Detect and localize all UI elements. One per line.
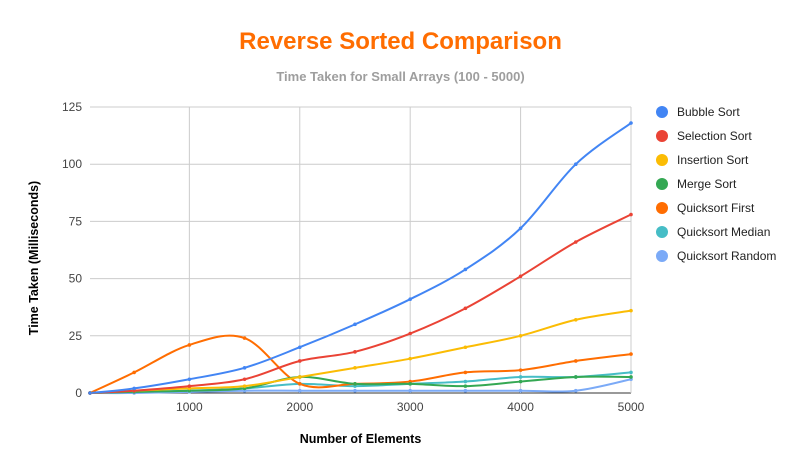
data-point-quicksort-random	[463, 388, 468, 393]
data-point-quicksort-first	[187, 343, 192, 347]
data-point-quicksort-first	[132, 370, 136, 375]
data-point-bubble-sort	[297, 345, 302, 350]
data-point-merge-sort	[353, 382, 357, 386]
legend-swatch	[656, 178, 668, 190]
legend-item-quicksort-first: Quicksort First	[656, 196, 776, 220]
legend-swatch	[656, 202, 668, 214]
data-point-insertion-sort	[518, 334, 523, 338]
legend-label: Selection Sort	[677, 129, 752, 143]
data-points	[88, 121, 633, 395]
data-point-merge-sort	[629, 375, 633, 379]
data-point-quicksort-random	[353, 388, 357, 393]
chart-subtitle: Time Taken for Small Arrays (100 - 5000)	[276, 69, 525, 84]
data-point-merge-sort	[573, 375, 578, 379]
data-point-bubble-sort	[629, 121, 633, 125]
data-point-quicksort-first	[297, 382, 302, 386]
x-tick-label: 3000	[397, 400, 424, 414]
data-point-bubble-sort	[132, 386, 136, 391]
data-point-bubble-sort	[187, 377, 192, 382]
data-point-insertion-sort	[297, 375, 302, 379]
data-point-insertion-sort	[353, 366, 357, 370]
data-point-bubble-sort	[353, 322, 357, 327]
legend-label: Quicksort First	[677, 201, 755, 215]
legend-item-bubble-sort: Bubble Sort	[656, 100, 776, 124]
legend-label: Quicksort Random	[677, 249, 777, 263]
legend-item-selection-sort: Selection Sort	[656, 124, 776, 148]
y-tick-label: 75	[69, 214, 83, 228]
legend-swatch	[656, 106, 668, 118]
legend: Bubble Sort Selection Sort Insertion Sort M…	[656, 100, 776, 268]
data-point-bubble-sort	[463, 267, 468, 272]
legend-swatch	[656, 250, 668, 262]
data-point-insertion-sort	[242, 384, 247, 388]
data-point-selection-sort	[463, 306, 468, 311]
tick-labels: 0 25 50 75 100 125 1000 2000 3000 4000 5000	[62, 100, 645, 414]
y-tick-label: 100	[62, 157, 82, 171]
data-point-quicksort-random	[518, 388, 523, 393]
data-point-bubble-sort	[88, 391, 92, 395]
data-point-quicksort-median	[518, 375, 523, 379]
series-line-bubble-sort	[89, 122, 632, 394]
legend-item-insertion-sort: Insertion Sort	[656, 148, 776, 172]
x-tick-label: 1000	[176, 400, 203, 414]
legend-item-quicksort-median: Quicksort Median	[656, 220, 776, 244]
data-point-quicksort-first	[629, 352, 633, 356]
data-point-selection-sort	[187, 384, 192, 388]
legend-label: Merge Sort	[677, 177, 737, 191]
data-point-merge-sort	[518, 379, 523, 384]
data-point-quicksort-median	[629, 370, 633, 375]
data-point-selection-sort	[629, 212, 633, 217]
legend-item-quicksort-random: Quicksort Random	[656, 244, 776, 268]
y-axis-label: Time Taken (Milliseconds)	[27, 180, 41, 336]
x-tick-label: 4000	[507, 400, 534, 414]
data-point-bubble-sort	[518, 226, 523, 231]
data-point-bubble-sort	[242, 366, 247, 370]
data-point-insertion-sort	[629, 308, 633, 313]
legend-label: Quicksort Median	[677, 225, 771, 239]
grid-lines	[90, 106, 632, 394]
legend-label: Insertion Sort	[677, 153, 749, 167]
data-point-selection-sort	[408, 331, 412, 336]
legend-swatch	[656, 226, 668, 238]
x-tick-label: 2000	[286, 400, 313, 414]
x-tick-label: 5000	[618, 400, 645, 414]
data-point-selection-sort	[518, 274, 523, 279]
legend-swatch	[656, 130, 668, 142]
x-axis-label: Number of Elements	[299, 432, 422, 446]
data-point-selection-sort	[353, 350, 357, 354]
data-point-bubble-sort	[408, 297, 412, 301]
data-point-quicksort-random	[297, 388, 302, 393]
data-point-selection-sort	[297, 359, 302, 363]
y-tick-label: 125	[62, 100, 82, 114]
y-tick-label: 0	[75, 386, 82, 400]
data-point-selection-sort	[573, 240, 578, 244]
data-point-bubble-sort	[573, 162, 578, 166]
data-point-quicksort-random	[408, 388, 412, 393]
legend-swatch	[656, 154, 668, 166]
data-point-insertion-sort	[408, 356, 412, 361]
y-tick-label: 50	[69, 272, 83, 286]
data-point-merge-sort	[463, 384, 468, 388]
data-point-selection-sort	[242, 377, 247, 382]
data-point-quicksort-median	[463, 379, 468, 384]
data-point-quicksort-first	[573, 359, 578, 363]
series-lines	[89, 122, 632, 395]
chart-title: Reverse Sorted Comparison	[239, 28, 562, 55]
y-tick-label: 25	[69, 329, 83, 343]
data-point-quicksort-random	[573, 388, 578, 393]
data-point-quicksort-first	[463, 370, 468, 375]
legend-item-merge-sort: Merge Sort	[656, 172, 776, 196]
data-point-quicksort-first	[242, 336, 247, 340]
data-point-quicksort-first	[518, 368, 523, 372]
legend-label: Bubble Sort	[677, 105, 740, 119]
data-point-insertion-sort	[463, 345, 468, 350]
data-point-merge-sort	[408, 382, 412, 386]
data-point-insertion-sort	[573, 317, 578, 322]
